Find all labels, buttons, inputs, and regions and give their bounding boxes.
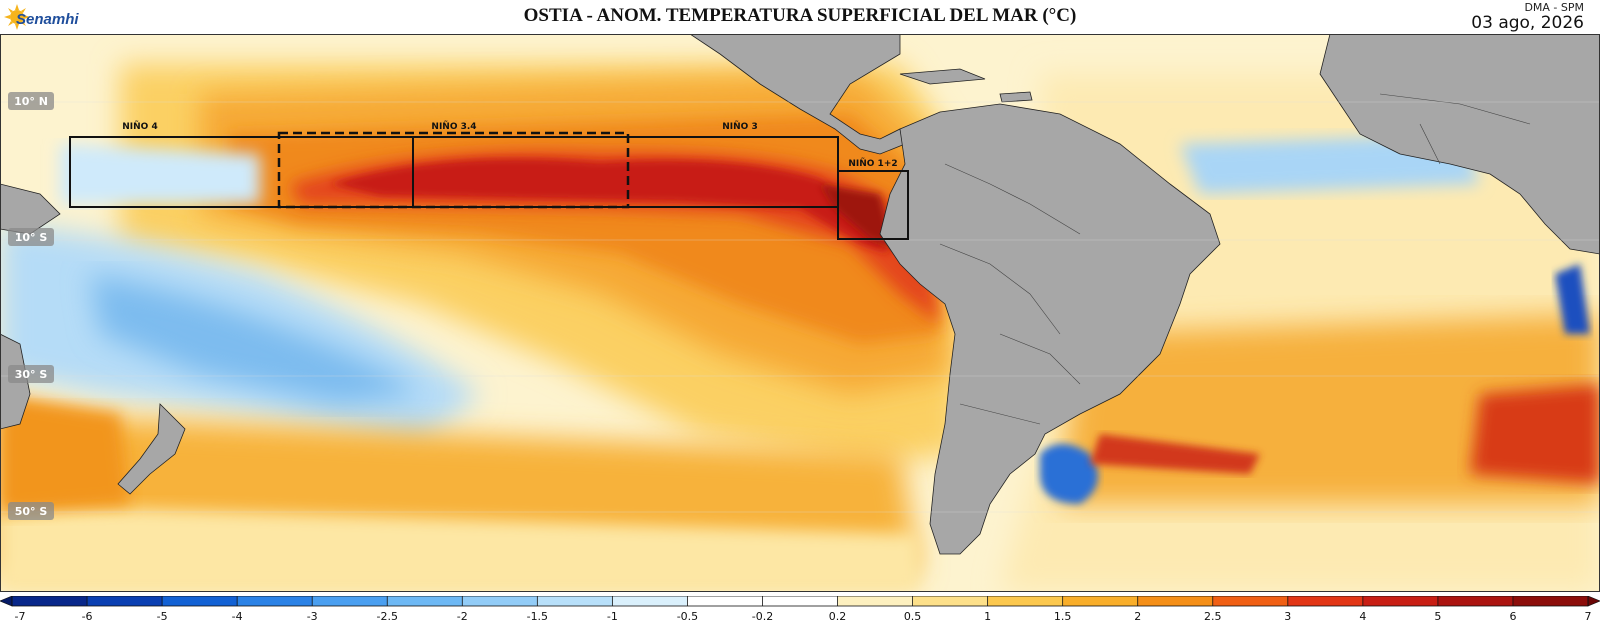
colorbar-swatch xyxy=(1437,596,1514,606)
colorbar-tick-label: -0.2 xyxy=(752,610,773,623)
nino-4-label: NIÑO 4 xyxy=(122,121,157,132)
colorbar-swatches xyxy=(0,596,1600,607)
colorbar-swatch xyxy=(1137,596,1214,606)
lat-label-10s: 10° S xyxy=(15,231,48,244)
nino-34-box xyxy=(277,131,630,209)
colorbar-tick-label: 2 xyxy=(1134,610,1141,623)
colorbar-under-arrow xyxy=(0,596,13,607)
nino-34-label: NIÑO 3.4 xyxy=(431,121,476,132)
colorbar-tick-label: -2.5 xyxy=(377,610,398,623)
colorbar-swatch xyxy=(1512,596,1589,606)
header: Senamhi OSTIA - ANOM. TEMPERATURA SUPERF… xyxy=(0,0,1600,34)
colorbar-tick-label: 7 xyxy=(1585,610,1592,623)
colorbar-tick-label: 1.5 xyxy=(1054,610,1072,623)
colorbar-tick-label: 6 xyxy=(1509,610,1516,623)
caribbean-islands xyxy=(899,68,986,85)
sun-icon xyxy=(4,4,30,30)
colorbar-tick-label: 0.2 xyxy=(829,610,847,623)
colorbar-tick-label: -1 xyxy=(607,610,618,623)
colorbar-ticks: -7 -6 -5 -4 -3 -2.5 -2 -1.5 -1 -0.5 -0.2 0.2 0.5 1 1.5… xyxy=(11,596,1592,623)
colorbar-tick-label: -4 xyxy=(232,610,243,623)
nino-12-label: NIÑO 1+2 xyxy=(848,158,897,169)
colorbar-swatch xyxy=(387,596,463,606)
organization-label: DMA - SPM xyxy=(1524,1,1584,14)
colorbar-swatch xyxy=(837,596,914,606)
map-title: OSTIA - ANOM. TEMPERATURA SUPERFICIAL DE… xyxy=(523,5,1077,26)
nino-3-label: NIÑO 3 xyxy=(722,121,757,132)
graticule xyxy=(0,101,1600,513)
colorbar-swatch xyxy=(687,596,763,606)
colorbar-tick-label: -1.5 xyxy=(527,610,548,623)
colorbar-swatch xyxy=(312,596,388,606)
nino-regions: NIÑO 4 NIÑO 3.4 NIÑO 3 NIÑO 1+2 xyxy=(69,121,909,240)
colorbar-swatch xyxy=(612,596,688,606)
colorbar-tick-label: -5 xyxy=(157,610,168,623)
colorbar: -7 -6 -5 -4 -3 -2.5 -2 -1.5 -1 -0.5 -0.2 0.2 0.5 1 1.5… xyxy=(0,596,1600,623)
nino-12-box xyxy=(837,170,909,240)
logo-text: Senamhi xyxy=(16,11,79,28)
senamhi-logo: Senamhi xyxy=(4,4,94,30)
lat-label-10n: 10° N xyxy=(14,95,48,108)
colorbar-tick-label: -6 xyxy=(82,610,93,623)
colorbar-swatch xyxy=(237,596,313,606)
colorbar-tick-label: 4 xyxy=(1359,610,1366,623)
colorbar-swatch xyxy=(762,596,839,606)
lat-label-30s: 30° S xyxy=(15,368,48,381)
new-zealand xyxy=(117,403,186,495)
lat-label-50s: 50° S xyxy=(15,505,48,518)
colorbar-swatch xyxy=(1362,596,1439,606)
colorbar-swatch xyxy=(987,596,1064,606)
colorbar-swatch xyxy=(12,596,88,606)
landmasses xyxy=(0,34,1600,555)
colorbar-tick-label: -2 xyxy=(457,610,468,623)
anomaly-field xyxy=(0,64,1600,592)
colorbar-swatch xyxy=(162,596,238,606)
colorbar-tick-label: 1 xyxy=(984,610,991,623)
colorbar-swatch xyxy=(1287,596,1364,606)
colorbar-swatch xyxy=(87,596,163,606)
sst-anomaly-map: NIÑO 4 NIÑO 3.4 NIÑO 3 NIÑO 1+2 10° N 10… xyxy=(0,34,1600,592)
colorbar-swatch xyxy=(912,596,989,606)
country-borders xyxy=(939,93,1531,425)
colorbar-tick-label: 5 xyxy=(1434,610,1441,623)
colorbar-swatch xyxy=(462,596,538,606)
latitude-labels: 10° N 10° S 30° S 50° S xyxy=(8,92,54,520)
colorbar-tick-label: 0.5 xyxy=(904,610,922,623)
africa xyxy=(1319,34,1600,255)
colorbar-tick-label: -3 xyxy=(307,610,318,623)
colorbar-swatch xyxy=(1212,596,1289,606)
colorbar-tick-label: 3 xyxy=(1284,610,1291,623)
colorbar-swatch xyxy=(537,596,613,606)
colorbar-tick-label: -0.5 xyxy=(677,610,698,623)
colorbar-swatch xyxy=(1062,596,1139,606)
colorbar-over-arrow xyxy=(1587,596,1600,607)
date-label: 03 ago, 2026 xyxy=(1471,13,1584,33)
colorbar-tick-label: -7 xyxy=(15,610,26,623)
south-america xyxy=(879,103,1221,555)
colorbar-tick-label: 2.5 xyxy=(1204,610,1222,623)
